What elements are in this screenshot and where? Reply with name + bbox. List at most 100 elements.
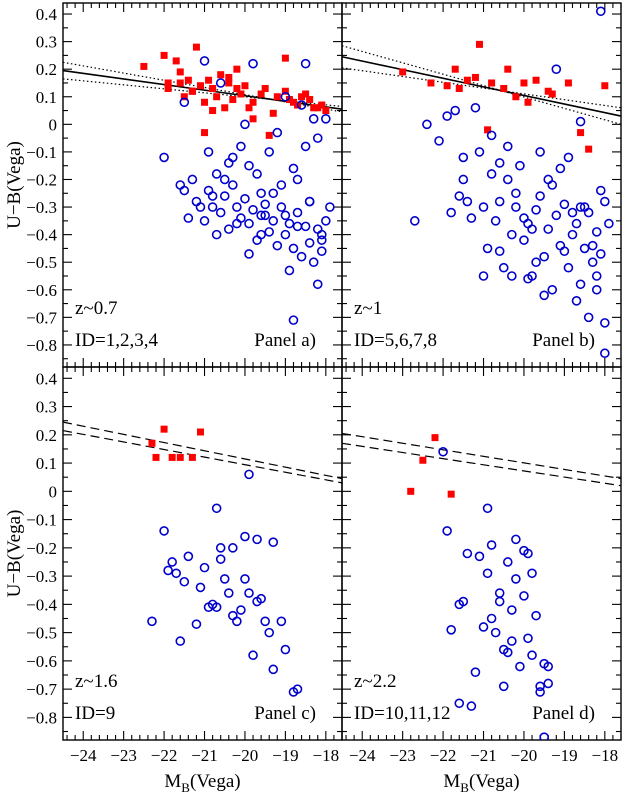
panel-d-redshift-label: z~2.2 — [354, 671, 396, 692]
panel-b-blue-point — [595, 185, 606, 196]
panel-c-ytick-label: −0.4 — [26, 595, 57, 614]
panel-a-red-point — [205, 76, 213, 84]
panel-a-blue-point — [175, 180, 186, 190]
panel-a-blue-point — [215, 78, 226, 88]
panel-a-blue-point — [191, 196, 202, 207]
panel-c-blue-point — [199, 562, 210, 573]
panel-d-blue-point — [527, 650, 537, 661]
panel-b-blue-point — [511, 188, 521, 199]
panel-a-blue-point — [284, 218, 295, 229]
panel-d-blue-point — [527, 568, 537, 579]
panel-a-blue-point — [211, 169, 222, 179]
panel-a-blue-point — [252, 169, 262, 179]
panel-a-red-point — [249, 98, 257, 106]
panel-c-ytick-label: 0.1 — [36, 454, 57, 473]
panel-b-red-point — [455, 84, 463, 92]
panel-d-fit-line-dashed — [341, 432, 622, 480]
panel-a-red-point — [233, 65, 241, 73]
panel-b-blue-point — [466, 213, 477, 223]
panel-a-red-point — [322, 107, 330, 115]
panel-a-red-point — [160, 51, 168, 59]
panel-a-blue-point — [199, 56, 210, 66]
panel-b-blue-point — [600, 196, 610, 207]
panel-d-red-point — [407, 487, 415, 495]
panel-d-blue-point — [438, 446, 448, 457]
panel-a-red-point — [245, 104, 253, 112]
panel-a-blue-point — [292, 221, 303, 232]
panel-a-red-point — [265, 131, 273, 139]
panel-c-ytick-label: 0 — [49, 482, 58, 501]
panel-a-red-point — [225, 79, 233, 87]
panel-a-red-point — [217, 71, 225, 79]
panel-a-blue-point — [268, 188, 279, 199]
panel-a-blue-point — [215, 207, 226, 218]
panel-c-red-point — [160, 425, 168, 433]
panel-a-red-point — [172, 57, 180, 65]
panel-b-red-point — [544, 87, 552, 95]
panel-c-xtick-label: −23 — [110, 746, 137, 765]
panel-a-red-point — [201, 129, 209, 137]
panel-c-blue-point — [244, 588, 254, 598]
panel-b-blue-point — [591, 271, 602, 281]
panel-d-blue-point — [442, 526, 452, 536]
panel-b-red-point — [463, 76, 471, 84]
panel-a-blue-point — [300, 58, 311, 69]
panel-c-red-point — [152, 453, 160, 461]
panel-c-ytick-label: 0.3 — [36, 398, 57, 417]
panel-a-red-point — [188, 87, 196, 95]
panel-a-blue-point — [312, 224, 323, 234]
panel-b-red-point — [500, 84, 508, 92]
panel-c-blue-point — [264, 627, 275, 638]
panel-c-blue-point — [244, 469, 254, 480]
panel-a-blue-point — [280, 91, 291, 102]
panel-b-blue-point — [595, 6, 606, 17]
panel-a-blue-point — [183, 213, 194, 223]
panel-d-fit-line-dashed — [341, 442, 622, 487]
panel-b-red-point — [488, 79, 496, 87]
panel-d-blue-point — [519, 545, 529, 556]
panel-c-blue-point — [147, 616, 157, 627]
panel-b-blue-point — [600, 318, 610, 328]
panel-a-blue-point — [276, 202, 287, 212]
panel-c-blue-point — [228, 543, 238, 553]
panel-a-red-point — [180, 93, 188, 101]
panel-b-blue-point — [474, 147, 485, 157]
panel-b-blue-point — [575, 116, 586, 127]
panel-a-blue-point — [187, 174, 198, 185]
panel-c-ytick-label: −0.2 — [26, 539, 57, 558]
panel-a-blue-point — [264, 147, 275, 157]
panel-a-blue-point — [276, 180, 287, 190]
panel-b-red-point — [532, 76, 540, 84]
panel-c-ytick-label: 0.2 — [36, 426, 57, 445]
panel-b-blue-point — [543, 174, 554, 185]
panel-c-xtick-label: −20 — [232, 746, 259, 765]
panel-a-blue-point — [236, 213, 246, 223]
panel-b-red-point — [512, 93, 520, 101]
panel-d-blue-point — [446, 624, 456, 635]
panel-b-blue-point — [579, 243, 590, 254]
panel-a-red-point — [285, 96, 293, 104]
panel-a-red-point — [233, 84, 241, 92]
panel-b-blue-point — [543, 224, 554, 234]
panel-c-xtick-label: −21 — [191, 746, 218, 765]
panel-a-blue-point — [219, 191, 230, 201]
panel-b-blue-point — [547, 180, 558, 190]
panel-b-blue-point — [462, 196, 473, 207]
panel-d-xtick-label: −18 — [592, 746, 619, 765]
panel-b-blue-point — [494, 158, 505, 168]
panel-c-blue-point — [252, 534, 262, 545]
panel-d-blue-point — [511, 534, 521, 545]
panel-a-blue-point — [316, 235, 327, 245]
panel-a-red-point — [281, 87, 289, 95]
panel-c-blue-point — [171, 568, 182, 579]
panel-c-blue-point — [175, 636, 186, 646]
panel-d-red-point — [431, 434, 439, 442]
panel-a-blue-point — [288, 315, 299, 325]
panel-a-red-point — [196, 82, 204, 90]
panel-a-red-point — [298, 93, 306, 101]
panel-d-blue-point — [502, 557, 513, 567]
panel-a-red-point — [269, 109, 277, 117]
panel-a-blue-point — [223, 158, 234, 168]
panel-d-blue-point — [539, 732, 549, 740]
panel-c-red-point — [176, 453, 184, 461]
